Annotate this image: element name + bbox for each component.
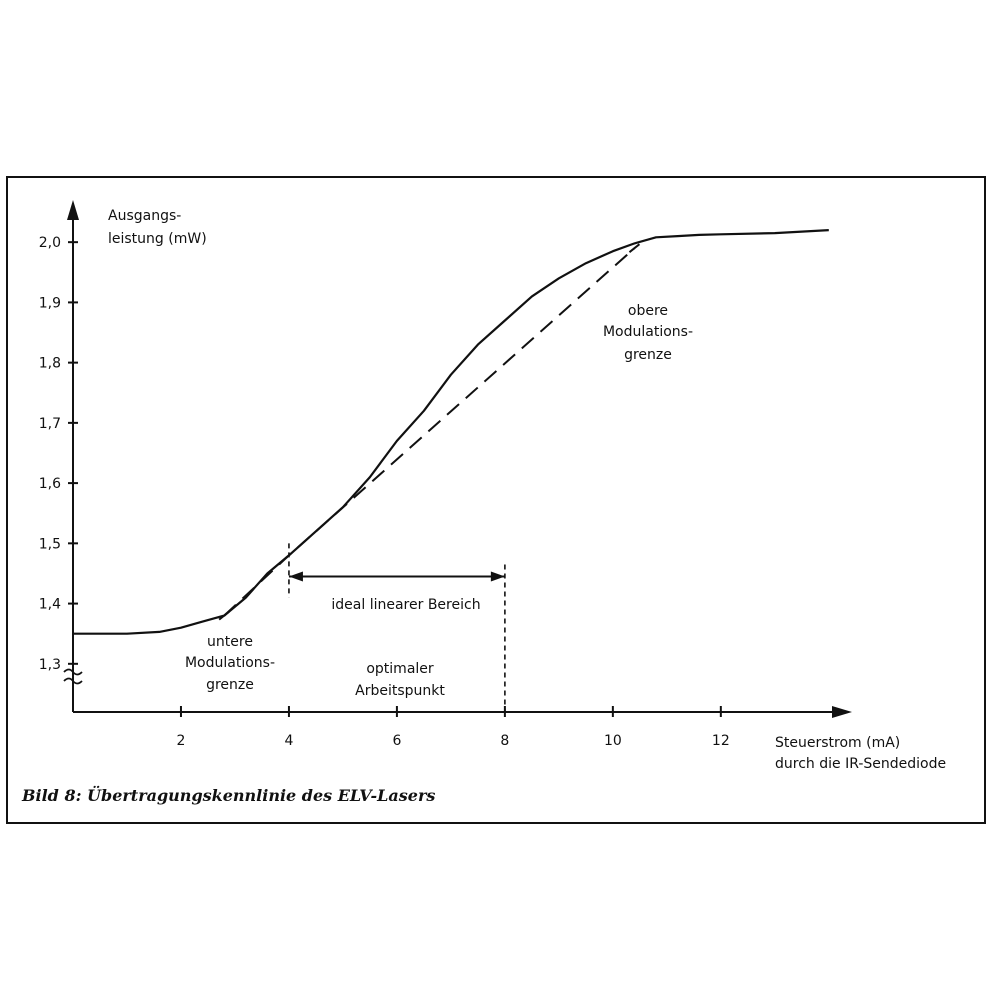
transfer-curve [73, 229, 829, 635]
x-tick-label-1: 4 [284, 733, 293, 749]
y-axis-label-line-2: leistung (mW) [108, 231, 207, 247]
bracket-arrow-right [490, 571, 505, 582]
x-tick-label-4: 10 [604, 733, 622, 749]
operating-point-label-line-1: optimaler [366, 661, 434, 677]
axes [63, 200, 852, 718]
x-tick-label-0: 2 [177, 733, 186, 749]
lower-limit-label-line-3: grenze [206, 677, 254, 693]
y-tick-label-3: 1,6 [39, 476, 61, 492]
bracket-label: ideal linearer Bereich [331, 597, 480, 613]
lower-limit-label-line-2: Modulations- [185, 655, 275, 671]
x-tick-label-5: 12 [712, 733, 730, 749]
y-tick-label-0: 1,3 [39, 657, 61, 673]
x-axis-arrow [832, 706, 852, 718]
y-axis-arrow [67, 200, 79, 220]
y-axis-label-line-1: Ausgangs- [108, 208, 181, 224]
y-tick-label-1: 1,4 [39, 597, 61, 613]
y-tick-label-6: 1,9 [39, 295, 61, 311]
linear-approximation-line [223, 247, 636, 617]
figure-frame [6, 176, 986, 824]
axis-break-mark [63, 668, 83, 685]
limit-marker-1 [628, 243, 641, 253]
limit-marker-0 [218, 610, 230, 621]
y-tick-label-7: 2,0 [39, 235, 61, 251]
x-axis-label-line-1: Steuerstrom (mA) [775, 735, 900, 751]
x-tick-label-2: 6 [392, 733, 401, 749]
figure-caption: Bild 8: Übertragungskennlinie des ELV-La… [21, 785, 435, 805]
y-ticks: 1,3 1,4 1,5 1,6 1,7 1,8 1,9 2,0 [39, 235, 78, 673]
x-ticks: 2 4 6 8 10 12 [177, 706, 730, 749]
series [73, 229, 829, 635]
operating-point-label-line-2: Arbeitspunkt [355, 683, 445, 699]
lower-limit-label-line-1: untere [207, 634, 253, 650]
bracket-arrow-left [288, 571, 303, 582]
upper-limit-label-line-3: grenze [624, 347, 672, 363]
upper-limit-label-line-2: Modulations- [603, 324, 693, 340]
y-tick-label-4: 1,7 [39, 416, 61, 432]
range-bracket [288, 543, 506, 712]
x-axis-label-line-2: durch die IR-Sendediode [775, 756, 946, 772]
upper-limit-label-line-1: obere [628, 303, 668, 319]
x-tick-label-3: 8 [500, 733, 509, 749]
y-tick-label-2: 1,5 [39, 536, 61, 552]
y-tick-label-5: 1,8 [39, 356, 61, 372]
